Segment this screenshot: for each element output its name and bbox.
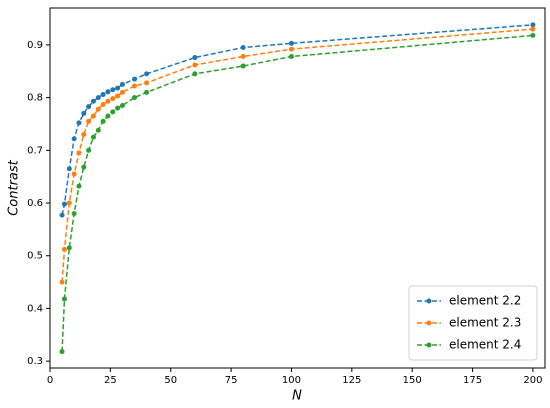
data-point <box>240 63 246 69</box>
data-point <box>81 132 87 138</box>
data-point <box>105 98 111 104</box>
x-tick-label: 200 <box>523 375 542 386</box>
y-axis-label: Contrast <box>7 159 22 215</box>
data-point <box>192 55 198 61</box>
data-point <box>81 164 87 170</box>
data-point <box>530 32 536 38</box>
data-point <box>76 120 82 126</box>
data-point <box>61 246 67 252</box>
data-point <box>110 109 116 115</box>
data-point <box>288 53 294 59</box>
data-point <box>95 106 101 112</box>
data-point <box>66 245 72 251</box>
x-tick-label: 0 <box>47 375 53 386</box>
legend-marker <box>426 320 432 326</box>
data-point <box>86 104 92 110</box>
series-line <box>61 34 533 352</box>
data-point <box>530 22 536 28</box>
data-point <box>192 62 198 68</box>
y-tick-label: 0.4 <box>27 303 43 314</box>
y-tick-label: 0.6 <box>27 198 43 209</box>
data-point <box>90 134 96 140</box>
x-tick-label: 25 <box>104 375 117 386</box>
data-point <box>86 147 92 153</box>
data-point <box>240 45 246 51</box>
data-point <box>110 96 116 102</box>
legend-label: element 2.3 <box>449 316 521 330</box>
data-point <box>61 296 67 302</box>
data-point <box>115 85 121 91</box>
x-tick-label: 125 <box>342 375 361 386</box>
legend-label: element 2.4 <box>449 338 521 352</box>
data-point <box>110 87 116 93</box>
data-point <box>105 89 111 95</box>
x-tick-label: 75 <box>225 375 238 386</box>
data-point <box>76 183 82 189</box>
legend-box <box>408 285 538 361</box>
legend-marker <box>426 298 432 304</box>
y-tick-label: 0.9 <box>27 40 43 51</box>
data-point <box>144 71 150 77</box>
data-point <box>115 93 121 99</box>
data-point <box>59 279 65 285</box>
data-point <box>105 113 111 119</box>
y-tick-label: 0.3 <box>27 356 43 367</box>
data-point <box>132 76 138 82</box>
data-point <box>86 118 92 124</box>
data-point <box>71 171 77 177</box>
data-point <box>144 89 150 95</box>
data-point <box>288 40 294 46</box>
data-point <box>100 118 106 124</box>
x-tick-label: 175 <box>463 375 482 386</box>
data-point <box>90 98 96 104</box>
data-point <box>119 81 125 87</box>
y-tick-label: 0.7 <box>27 145 43 156</box>
legend-marker <box>426 342 432 348</box>
data-point <box>132 83 138 89</box>
data-point <box>90 113 96 119</box>
data-point <box>59 349 65 355</box>
data-point <box>95 95 101 101</box>
data-point <box>288 46 294 52</box>
y-tick-label: 0.5 <box>27 251 43 262</box>
series-line <box>61 24 533 216</box>
data-point <box>71 136 77 142</box>
x-tick-label: 100 <box>282 375 301 386</box>
x-axis-label: N <box>292 389 302 404</box>
data-point <box>119 89 125 95</box>
data-point <box>61 201 67 207</box>
data-point <box>240 53 246 59</box>
data-point <box>81 110 87 116</box>
data-point <box>530 26 536 32</box>
data-point <box>76 150 82 156</box>
data-point <box>100 91 106 97</box>
data-point <box>192 71 198 77</box>
series-line <box>61 28 533 283</box>
legend-label: element 2.2 <box>449 294 521 308</box>
data-point <box>66 166 72 172</box>
data-point <box>66 200 72 206</box>
data-point <box>144 80 150 86</box>
data-point <box>132 95 138 101</box>
data-point <box>115 105 121 111</box>
data-point <box>119 103 125 109</box>
data-point <box>71 211 77 217</box>
x-tick-label: 50 <box>164 375 177 386</box>
y-tick-label: 0.8 <box>27 93 43 104</box>
data-point <box>59 212 65 218</box>
data-point <box>100 101 106 107</box>
x-tick-label: 150 <box>403 375 422 386</box>
data-point <box>95 127 101 133</box>
plot-frame <box>49 7 546 369</box>
